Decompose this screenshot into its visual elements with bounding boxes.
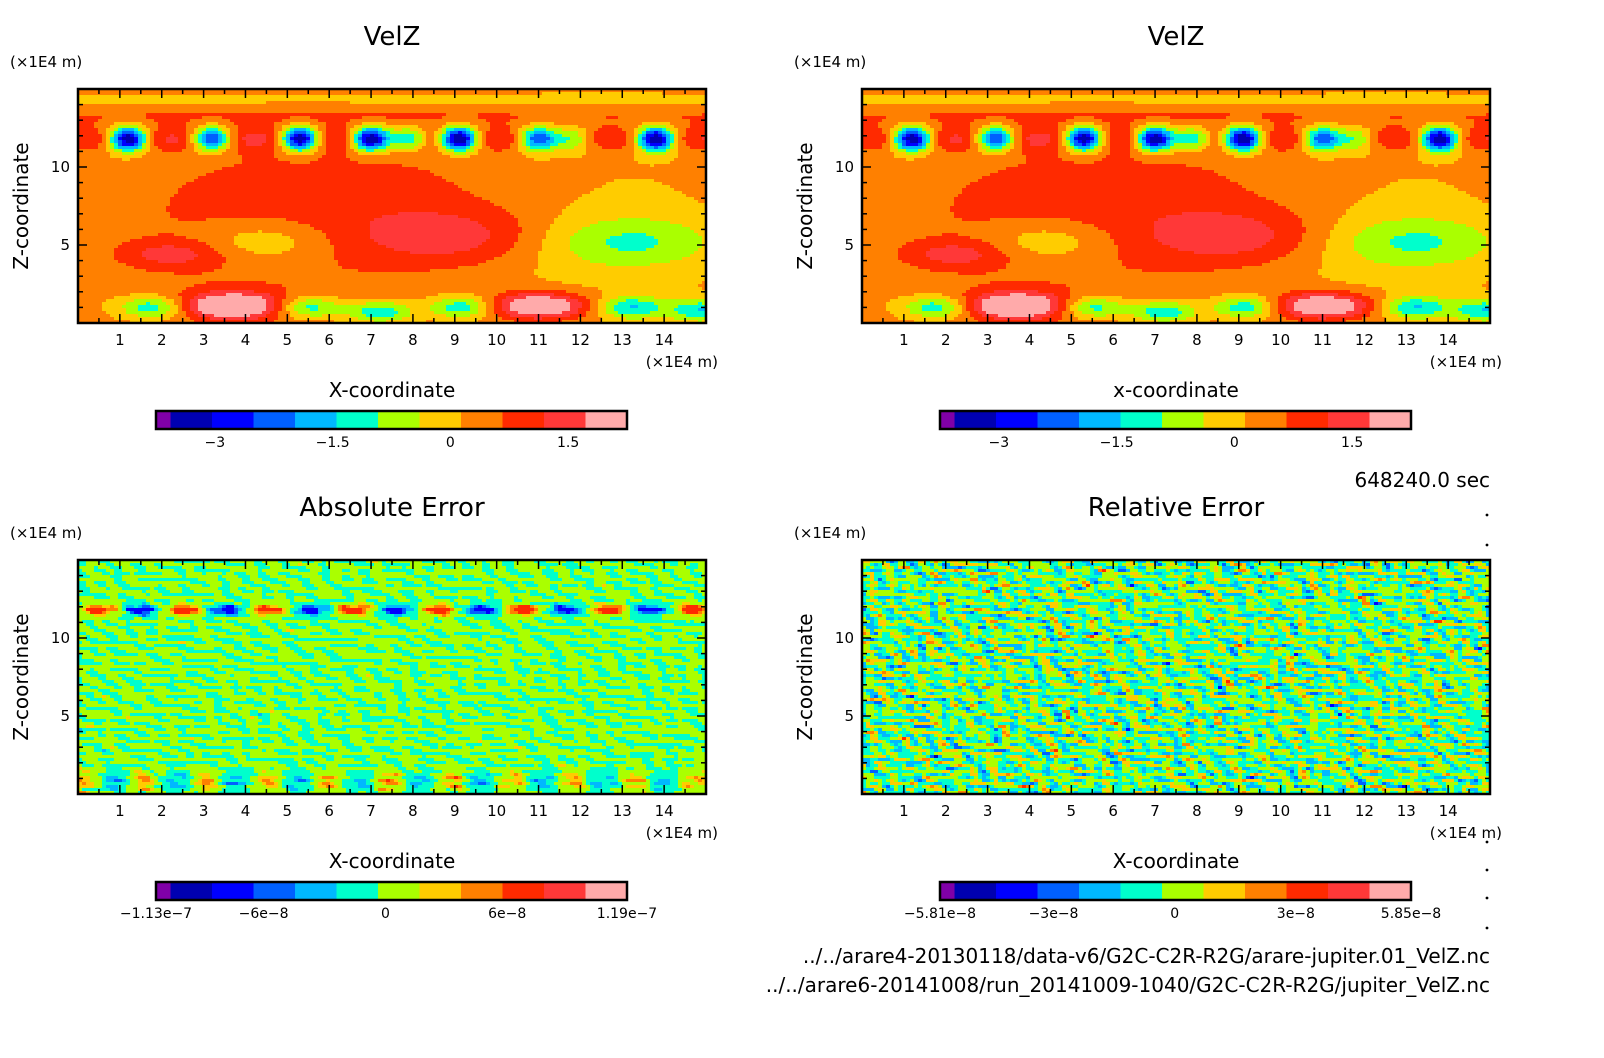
y-tick-label: 10 (51, 158, 70, 176)
y-tick-label: 5 (60, 236, 70, 254)
plot-title: VelZ (364, 22, 421, 52)
colorbar-label: 0 (1230, 435, 1239, 451)
colorbar-segment (544, 411, 586, 429)
colorbar-segment (254, 411, 296, 429)
x-axis-label: X-coordinate (329, 378, 456, 402)
y-unit-label: (×1E4 m) (10, 53, 82, 71)
x-tick-label: 14 (1439, 331, 1458, 349)
contour-field (862, 89, 1491, 324)
colorbar-segment (1287, 411, 1329, 429)
colorbar: −3 −1.5 0 1.5 (940, 411, 1412, 451)
colorbar-segment (171, 411, 213, 429)
colorbar-segment (378, 411, 420, 429)
colorbar-segment (955, 411, 997, 429)
x-tick-label: 7 (1150, 331, 1160, 349)
colorbar-label: 0 (446, 435, 455, 451)
colorbar-segment (1038, 411, 1080, 429)
y-unit-label: (×1E4 m) (794, 53, 866, 71)
y-axis-label: Z-coordinate (793, 142, 817, 269)
colorbar-segment (503, 411, 545, 429)
x-tick-label: 8 (408, 331, 418, 349)
x-tick-label: 5 (1067, 331, 1077, 349)
colorbar-label: −3 (989, 435, 1010, 451)
colorbar-label: 1.5 (557, 435, 579, 451)
x-unit-label: (×1E4 m) (646, 353, 718, 371)
colorbar-segment (996, 411, 1038, 429)
x-tick-label: 8 (1192, 331, 1202, 349)
x-tick-label: 5 (283, 331, 293, 349)
x-tick-label: 6 (324, 331, 334, 349)
y-tick-label: 5 (844, 236, 854, 254)
x-tick-label: 10 (1271, 331, 1290, 349)
x-tick-label: 9 (1234, 331, 1244, 349)
x-tick-label: 2 (941, 331, 951, 349)
colorbar-segment (1370, 411, 1412, 429)
colorbar-segment (212, 411, 254, 429)
colorbar-segment (1079, 411, 1121, 429)
x-tick-label: 14 (655, 331, 674, 349)
x-tick-label: 11 (1313, 331, 1332, 349)
colorbar-segment (1162, 411, 1204, 429)
colorbar-label: −1.5 (316, 435, 350, 451)
x-tick-label: 3 (199, 331, 209, 349)
colorbar-segment (461, 411, 503, 429)
contour-field (78, 560, 707, 795)
colorbar-segment (1121, 411, 1163, 429)
colorbar-segment (940, 411, 955, 429)
x-tick-label: 1 (115, 331, 125, 349)
y-tick-label: 10 (835, 158, 854, 176)
x-tick-label: 10 (487, 331, 506, 349)
x-tick-label: 13 (613, 331, 632, 349)
x-tick-label: 11 (529, 331, 548, 349)
contour-field (78, 89, 707, 324)
x-tick-label: 6 (1108, 331, 1118, 349)
colorbar-segment (1328, 411, 1370, 429)
colorbar-label: 1.5 (1341, 435, 1363, 451)
x-axis-label: x-coordinate (1113, 378, 1239, 402)
colorbar-segment (1204, 411, 1246, 429)
plot-title: VelZ (1148, 22, 1205, 52)
colorbar-segment (1245, 411, 1287, 429)
colorbar-segment (295, 411, 337, 429)
x-tick-label: 7 (366, 331, 376, 349)
x-unit-label: (×1E4 m) (1430, 353, 1502, 371)
x-tick-label: 12 (571, 331, 590, 349)
x-tick-label: 3 (983, 331, 993, 349)
colorbar-segment (420, 411, 462, 429)
x-tick-label: 13 (1397, 331, 1416, 349)
colorbar-segment (337, 411, 379, 429)
colorbar-segment (586, 411, 628, 429)
x-tick-label: 1 (899, 331, 909, 349)
y-axis-label: Z-coordinate (9, 142, 33, 269)
colorbar-label: −1.5 (1100, 435, 1134, 451)
x-tick-label: 9 (450, 331, 460, 349)
x-tick-label: 2 (157, 331, 167, 349)
colorbar-label: −3 (205, 435, 226, 451)
colorbar-segment (156, 411, 171, 429)
colorbar: −3 −1.5 0 1.5 (156, 411, 628, 451)
x-tick-label: 12 (1355, 331, 1374, 349)
x-tick-label: 4 (1025, 331, 1035, 349)
x-tick-label: 4 (241, 331, 251, 349)
